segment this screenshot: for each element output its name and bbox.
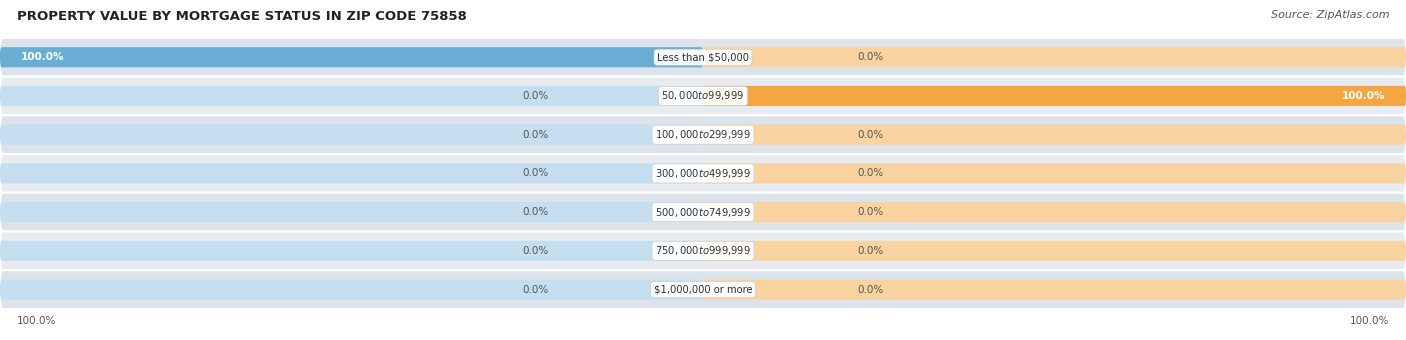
FancyBboxPatch shape [0,232,1406,270]
FancyBboxPatch shape [703,202,1406,222]
Text: Less than $50,000: Less than $50,000 [657,52,749,62]
FancyBboxPatch shape [0,38,1406,76]
FancyBboxPatch shape [0,202,703,222]
Text: 100.0%: 100.0% [17,317,56,326]
Text: Source: ZipAtlas.com: Source: ZipAtlas.com [1271,10,1389,20]
Text: 100.0%: 100.0% [21,52,65,62]
Text: $50,000 to $99,999: $50,000 to $99,999 [661,89,745,102]
FancyBboxPatch shape [0,47,703,67]
Text: $100,000 to $299,999: $100,000 to $299,999 [655,128,751,141]
Text: 100.0%: 100.0% [1341,91,1385,101]
Text: 0.0%: 0.0% [858,52,884,62]
Text: $500,000 to $749,999: $500,000 to $749,999 [655,206,751,219]
FancyBboxPatch shape [703,279,1406,300]
FancyBboxPatch shape [703,241,1406,261]
Text: 0.0%: 0.0% [858,285,884,294]
Text: 0.0%: 0.0% [858,130,884,140]
FancyBboxPatch shape [0,86,703,106]
FancyBboxPatch shape [0,193,1406,232]
FancyBboxPatch shape [0,270,1406,309]
FancyBboxPatch shape [703,47,1406,67]
FancyBboxPatch shape [703,86,1406,106]
Text: 0.0%: 0.0% [858,207,884,217]
FancyBboxPatch shape [0,163,703,184]
Text: 100.0%: 100.0% [1350,317,1389,326]
FancyBboxPatch shape [0,47,703,67]
Text: 0.0%: 0.0% [858,168,884,179]
FancyBboxPatch shape [703,163,1406,184]
Text: PROPERTY VALUE BY MORTGAGE STATUS IN ZIP CODE 75858: PROPERTY VALUE BY MORTGAGE STATUS IN ZIP… [17,10,467,23]
FancyBboxPatch shape [0,279,703,300]
Text: $1,000,000 or more: $1,000,000 or more [654,285,752,294]
Text: 0.0%: 0.0% [522,168,548,179]
FancyBboxPatch shape [703,125,1406,145]
FancyBboxPatch shape [0,76,1406,115]
Text: $300,000 to $499,999: $300,000 to $499,999 [655,167,751,180]
Text: 0.0%: 0.0% [522,285,548,294]
FancyBboxPatch shape [0,115,1406,154]
FancyBboxPatch shape [0,241,703,261]
Text: 0.0%: 0.0% [522,207,548,217]
Text: 0.0%: 0.0% [522,246,548,256]
FancyBboxPatch shape [0,154,1406,193]
FancyBboxPatch shape [0,125,703,145]
FancyBboxPatch shape [703,86,1406,106]
Text: 0.0%: 0.0% [522,91,548,101]
Text: 0.0%: 0.0% [522,130,548,140]
Text: $750,000 to $999,999: $750,000 to $999,999 [655,244,751,257]
Text: 0.0%: 0.0% [858,246,884,256]
